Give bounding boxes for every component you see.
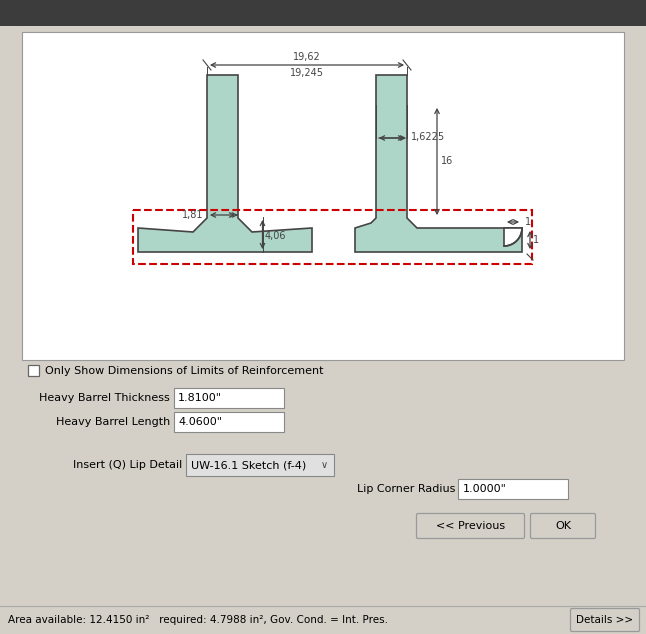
Text: 19,245: 19,245	[290, 68, 324, 78]
Text: Only Show Dimensions of Limits of Reinforcement: Only Show Dimensions of Limits of Reinfo…	[45, 365, 324, 375]
Text: Heavy Barrel Length: Heavy Barrel Length	[56, 417, 170, 427]
Text: << Previous: << Previous	[436, 521, 505, 531]
Text: Heavy Barrel Thickness: Heavy Barrel Thickness	[39, 393, 170, 403]
Text: OK: OK	[555, 521, 571, 531]
Text: 19,62: 19,62	[293, 52, 321, 62]
FancyBboxPatch shape	[417, 514, 525, 538]
Text: Custom Variable Thickness - Insert (Q) Lip: Custom Variable Thickness - Insert (Q) L…	[10, 6, 258, 20]
FancyBboxPatch shape	[530, 514, 596, 538]
Bar	[174, 412, 284, 432]
FancyBboxPatch shape	[570, 609, 640, 631]
Text: 1: 1	[533, 235, 539, 245]
Bar	[22, 32, 624, 360]
Polygon shape	[355, 75, 522, 252]
Bar	[133, 210, 532, 264]
Text: 1,81: 1,81	[182, 210, 203, 220]
Text: Details >>: Details >>	[576, 615, 634, 625]
Text: ∨: ∨	[320, 460, 328, 470]
Polygon shape	[504, 228, 522, 246]
Text: 1.0000": 1.0000"	[463, 484, 507, 494]
Bar	[186, 454, 334, 476]
Bar	[0, 0, 646, 26]
Text: Area available: 12.4150 in²   required: 4.7988 in², Gov. Cond. = Int. Pres.: Area available: 12.4150 in² required: 4.…	[8, 615, 388, 625]
Bar	[174, 388, 284, 408]
Text: 4.0600": 4.0600"	[178, 417, 222, 427]
Text: 4,06: 4,06	[264, 231, 286, 242]
Text: UW-16.1 Sketch (f-4): UW-16.1 Sketch (f-4)	[191, 460, 306, 470]
Text: Lip Corner Radius: Lip Corner Radius	[357, 484, 455, 494]
Text: 1.8100": 1.8100"	[178, 393, 222, 403]
Text: ×: ×	[623, 6, 636, 20]
Text: 16: 16	[441, 157, 453, 167]
Bar	[458, 479, 568, 499]
Text: 1: 1	[525, 217, 531, 227]
Text: Insert (Q) Lip Detail: Insert (Q) Lip Detail	[73, 460, 182, 470]
Text: 1,6225: 1,6225	[411, 132, 445, 142]
Bar	[28, 365, 39, 376]
Polygon shape	[138, 75, 312, 252]
